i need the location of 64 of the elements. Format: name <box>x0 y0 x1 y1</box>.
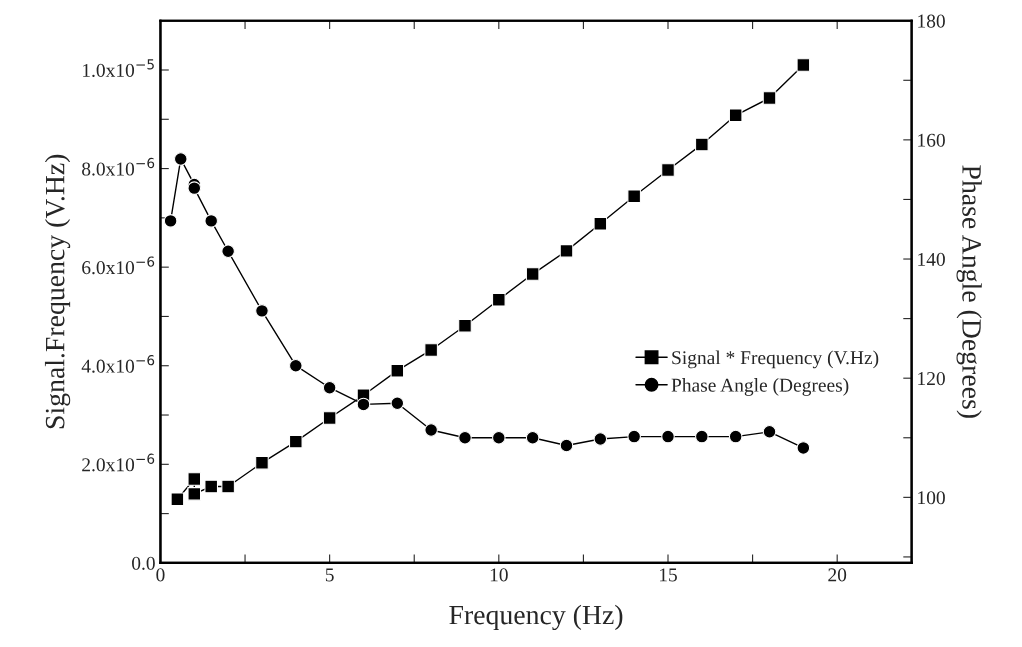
y2-tick-label: 180 <box>918 14 945 28</box>
y2-axis-title: Phase Angle (Degrees) <box>956 165 982 418</box>
point <box>289 434 303 449</box>
legend-label: Signal * Frequency (V.Hz) <box>672 350 879 369</box>
point <box>525 431 540 445</box>
y2-tick-label: 160 <box>918 133 945 147</box>
point <box>525 267 540 281</box>
x-tick-label: 10 <box>490 568 508 582</box>
x-tick-label: 0 <box>156 568 165 582</box>
point <box>796 441 811 455</box>
point <box>204 479 218 494</box>
point <box>559 438 574 453</box>
point <box>322 380 337 395</box>
x-tick-label: 15 <box>659 568 677 582</box>
point <box>163 214 178 228</box>
point <box>458 431 472 445</box>
y-tick-label: 4.0x10$^{−6}$ <box>81 355 155 373</box>
point <box>559 244 574 258</box>
y2-tick-label: 140 <box>918 252 945 266</box>
point <box>221 244 235 259</box>
point <box>356 397 371 412</box>
point <box>424 423 438 437</box>
point <box>221 479 235 494</box>
y-axis-title: Signal.Frequency (V.Hz) <box>44 154 71 429</box>
point <box>492 431 506 445</box>
y2-tick-label: 120 <box>918 372 945 386</box>
point <box>728 108 743 123</box>
y-tick-label: 0.0 <box>132 556 155 570</box>
x-tick-label: 5 <box>325 568 334 582</box>
point <box>255 304 269 318</box>
y-tick-label: 2.0x10$^{−6}$ <box>82 453 155 472</box>
point <box>424 343 438 357</box>
point <box>627 429 641 444</box>
y2-tick-label: 100 <box>918 491 945 505</box>
point <box>593 217 608 231</box>
point <box>289 358 303 373</box>
point <box>627 189 641 203</box>
point <box>661 163 675 177</box>
point <box>762 425 777 439</box>
point <box>390 396 405 410</box>
y-tick-label: 8.0x10$^{−6}$ <box>82 157 155 176</box>
point <box>255 456 269 470</box>
point <box>695 137 709 152</box>
point <box>593 432 608 446</box>
legend-label: Phase Angle (Degrees) <box>671 378 849 396</box>
point <box>187 181 202 195</box>
x-tick-label: 20 <box>828 568 847 582</box>
point <box>492 292 506 307</box>
point <box>458 319 472 333</box>
x-axis-title: Frequency (Hz) <box>449 604 623 631</box>
point <box>187 487 202 501</box>
point <box>695 429 709 444</box>
point <box>762 91 777 105</box>
point <box>187 472 202 486</box>
y-tick-label: 1.0x10$^{−5}$ <box>83 59 154 78</box>
point <box>796 58 811 72</box>
point <box>728 429 743 444</box>
point <box>170 492 185 507</box>
point <box>173 152 188 166</box>
y-tick-label: 6.0x10$^{−6}$ <box>82 256 155 275</box>
point <box>204 214 218 228</box>
point <box>390 363 405 378</box>
point <box>322 411 337 425</box>
point <box>661 429 675 444</box>
